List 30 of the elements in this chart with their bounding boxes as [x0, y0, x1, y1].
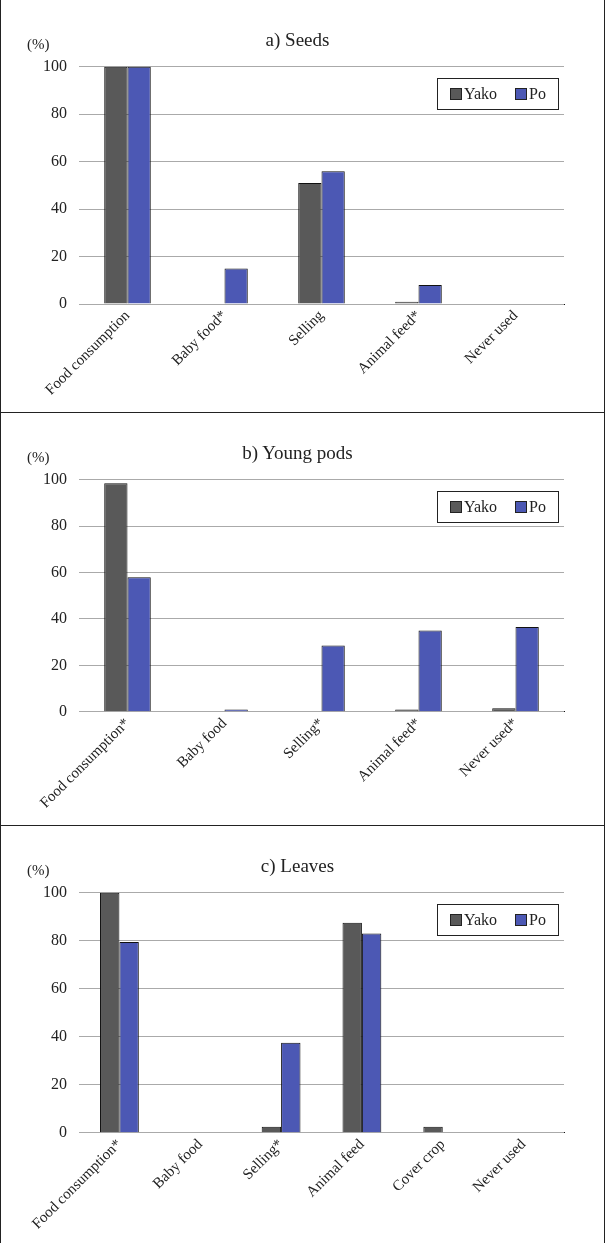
y-tick-label: 20 [51, 1074, 67, 1092]
y-axis-title: (%) [27, 862, 50, 879]
y-tick-label: 40 [51, 199, 67, 217]
legend-label: Po [529, 911, 546, 929]
legend-label: Po [529, 85, 546, 103]
y-tick-label: 40 [51, 1026, 67, 1044]
y-tick-label: 60 [51, 151, 67, 169]
y-tick-label: 0 [59, 1122, 67, 1140]
y-tick-label: 0 [59, 701, 67, 719]
y-tick-label: 80 [51, 104, 67, 122]
y-axis-title: (%) [27, 36, 50, 53]
legend-label: Yako [464, 498, 498, 516]
y-tick-label: 80 [51, 930, 67, 948]
y-tick-label: 60 [51, 978, 67, 996]
legend-label: Yako [464, 911, 498, 929]
y-tick-label: 0 [59, 294, 67, 312]
y-tick-label: 100 [43, 57, 67, 74]
y-tick-label: 100 [43, 470, 67, 487]
chart-title: b) Young pods [242, 442, 353, 465]
y-axis-title: (%) [27, 449, 50, 466]
y-tick-label: 40 [51, 609, 67, 627]
legend-label: Yako [464, 85, 498, 103]
y-tick-label: 20 [51, 246, 67, 264]
y-tick-label: 20 [51, 655, 67, 673]
y-tick-label: 80 [51, 516, 67, 534]
y-tick-label: 60 [51, 562, 67, 580]
chart-title: a) Seeds [265, 29, 330, 52]
y-tick-label: 100 [43, 883, 67, 900]
legend-label: Po [529, 498, 546, 516]
chart-title: c) Leaves [260, 855, 335, 878]
